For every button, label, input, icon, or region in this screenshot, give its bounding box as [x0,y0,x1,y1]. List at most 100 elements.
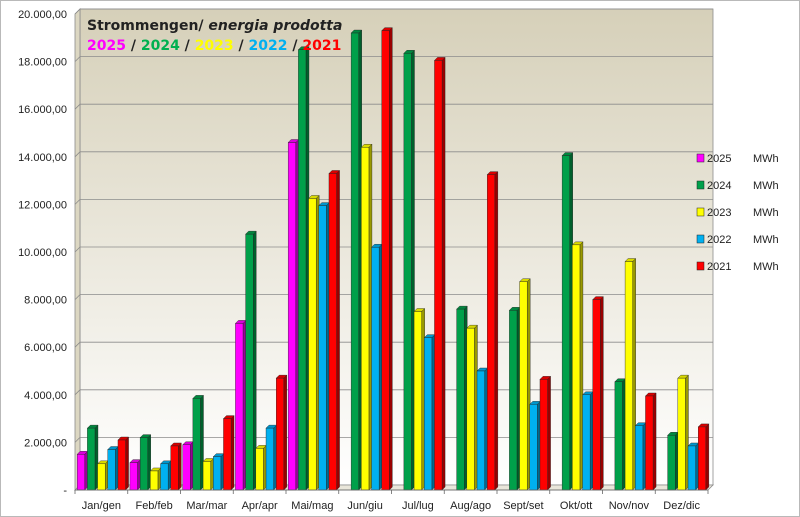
x-tick-label: Jun/giu [347,500,382,512]
bar-2022-9 [582,391,594,491]
bar-2021-8 [539,375,552,491]
bar-2023-5 [360,143,373,491]
y-tick-label: 6.000,00 [24,342,67,354]
year-separator: / [287,38,303,54]
bar-2025-4 [287,139,300,491]
bar-2023-0 [97,460,109,491]
legend-label: 2024 [707,180,731,192]
legend-swatch [696,234,705,244]
bar-2021-6 [433,56,446,491]
x-tick-label: Dez/dic [663,500,700,512]
bar-2024-11 [667,431,679,491]
year-label-2024: 2024 [140,38,180,54]
bar-2022-10 [634,422,647,491]
bar-2021-5 [381,27,393,491]
year-separator: / [233,38,249,54]
legend-item-2024: 2024 MWh [696,180,779,192]
legend-swatch [696,261,705,271]
x-tick-label: Mar/mar [186,500,227,512]
legend-item-2021: 2021 MWh [696,261,779,273]
legend-swatch [696,153,705,163]
gridline-diag [74,8,81,15]
bar-2024-2 [192,394,204,491]
x-tick-label: Sept/set [503,500,543,512]
y-tick-label: 4.000,00 [24,390,67,402]
bar-2023-8 [519,278,531,491]
y-tick-label: 2.000,00 [24,437,67,449]
year-label-2022: 2022 [248,38,288,54]
legend-item-2022: 2022 MWh [696,234,779,246]
bar-2025-2 [182,441,194,491]
bar-2024-4 [297,46,310,491]
bar-2024-9 [561,152,574,491]
y-tick-label: 10.000,00 [18,247,67,259]
gridline-diag [74,389,81,396]
bar-2022-7 [476,367,489,491]
y-tick-label: 20.000,00 [18,9,67,21]
chart-title: Strommengen/ energia prodotta [87,18,342,34]
bar-2022-5 [371,243,383,491]
bar-2021-9 [592,296,604,491]
bar-2021-3 [275,374,288,491]
bar-2021-11 [697,423,710,491]
y-tick-label: - [63,485,67,497]
x-tick-label: Jul/lug [402,500,434,512]
bar-2021-1 [170,442,182,491]
legend: 2025 MWh 2024 MWh 2023 MWh 2022 MWh 2021 MWh [696,153,779,273]
chart-title-main: Strommengen/ [87,18,204,34]
bar-2024-10 [614,378,626,491]
bar-2023-11 [677,374,689,491]
bar-2025-1 [129,459,142,491]
bar-2021-4 [328,169,341,491]
legend-label: 2021 [707,261,731,273]
bar-2022-2 [212,453,225,491]
bar-2024-5 [350,29,363,491]
x-tick-label: Apr/apr [242,500,278,512]
year-separator: / [125,38,141,54]
bar-2023-6 [413,308,426,491]
bar-2022-4 [318,202,330,491]
legend-label: 2023 [707,207,731,219]
bar-2022-11 [687,442,700,491]
year-label-2023: 2023 [194,38,234,54]
bar-2021-2 [222,415,235,491]
bar-2025-0 [76,450,89,491]
gridline-diag [74,103,81,110]
bar-2024-3 [245,230,257,491]
bar-2021-7 [486,171,499,491]
y-tick-label: 18.000,00 [18,57,67,69]
gridlines [74,8,713,443]
legend-label: 2022 [707,234,731,246]
x-tick-label: Nov/nov [609,500,650,512]
gridline-diag [74,437,81,443]
bar-2022-1 [160,460,172,491]
bar-2023-2 [202,457,215,491]
x-tick-label: Aug/ago [450,500,491,512]
legend-unit: MWh [753,153,779,165]
gridline-diag [74,246,81,253]
bar-2023-9 [571,241,584,491]
gridline-diag [74,341,81,348]
bar-2023-4 [308,194,320,491]
bar-2024-6 [403,49,415,491]
bar-2023-1 [149,467,162,491]
bar-2023-10 [624,258,637,491]
chart-year-labels: 2025 / 2024 / 2023 / 2022 / 2021 [87,38,341,54]
legend-item-2023: 2023 MWh [696,207,779,219]
bar-2021-0 [117,436,130,491]
bar-2022-6 [423,334,436,491]
y-tick-label: 14.000,00 [18,152,67,164]
legend-label: 2025 [707,153,731,165]
legend-unit: MWh [753,234,779,246]
bar-2024-1 [139,434,152,491]
y-tick-label: 12.000,00 [18,199,67,211]
gridline-diag [74,151,81,158]
bar-2022-3 [265,424,278,491]
gridline-diag [74,56,81,62]
y-axis: - 2.000,00 4.000,00 6.000,00 8.000,00 10.000,… [18,9,67,497]
bars [76,27,710,491]
bar-2024-8 [508,306,521,491]
legend-unit: MWh [753,261,779,273]
bar-2022-8 [529,400,541,491]
